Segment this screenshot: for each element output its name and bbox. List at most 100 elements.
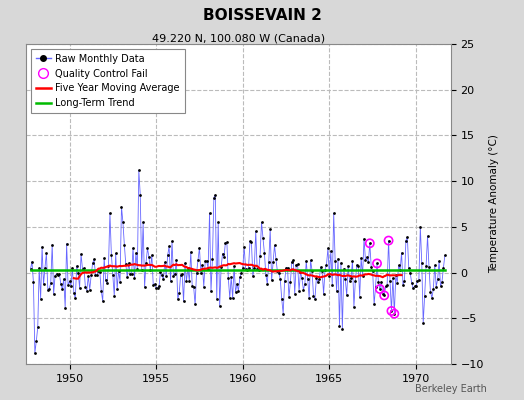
- Point: [202, 258, 211, 264]
- Point: [45, 286, 53, 292]
- Point: [112, 250, 120, 257]
- Point: [127, 271, 136, 277]
- Point: [267, 277, 276, 284]
- Point: [247, 239, 256, 246]
- Point: [374, 279, 383, 286]
- Point: [240, 244, 248, 250]
- Point: [318, 268, 326, 274]
- Point: [285, 294, 293, 300]
- Point: [236, 274, 244, 281]
- Point: [309, 292, 318, 299]
- Point: [175, 290, 183, 296]
- Point: [368, 268, 377, 275]
- Point: [165, 243, 173, 250]
- Point: [173, 296, 182, 302]
- Point: [311, 296, 319, 302]
- Point: [305, 295, 313, 301]
- Point: [211, 192, 220, 198]
- Point: [432, 283, 440, 290]
- Point: [299, 287, 308, 293]
- Point: [366, 240, 374, 246]
- Point: [325, 273, 334, 279]
- Point: [70, 290, 78, 296]
- Point: [125, 260, 133, 266]
- Point: [314, 279, 322, 285]
- Point: [160, 259, 169, 266]
- Point: [410, 283, 419, 290]
- Point: [224, 275, 233, 282]
- Point: [143, 245, 151, 252]
- Text: BOISSEVAIN 2: BOISSEVAIN 2: [203, 8, 321, 23]
- Point: [167, 278, 175, 284]
- Point: [376, 286, 384, 292]
- Point: [84, 273, 92, 279]
- Point: [400, 278, 409, 284]
- Point: [81, 284, 90, 290]
- Point: [133, 266, 141, 273]
- Point: [413, 278, 422, 284]
- Point: [208, 256, 216, 263]
- Point: [408, 279, 416, 286]
- Point: [275, 270, 283, 276]
- Point: [331, 258, 340, 264]
- Point: [237, 270, 246, 276]
- Point: [184, 265, 192, 271]
- Point: [376, 286, 384, 292]
- Point: [373, 260, 381, 267]
- Point: [324, 245, 332, 252]
- Point: [51, 272, 59, 279]
- Point: [395, 262, 403, 268]
- Point: [77, 251, 85, 257]
- Point: [178, 271, 187, 277]
- Point: [303, 276, 312, 282]
- Point: [266, 226, 275, 233]
- Point: [225, 295, 234, 301]
- Point: [169, 273, 178, 279]
- Point: [219, 250, 227, 257]
- Point: [132, 250, 140, 256]
- Point: [385, 237, 393, 244]
- Point: [159, 276, 168, 282]
- Point: [383, 282, 391, 289]
- Point: [354, 262, 363, 269]
- Point: [418, 260, 426, 266]
- Point: [391, 272, 400, 278]
- Point: [49, 290, 58, 297]
- Point: [244, 264, 253, 271]
- Point: [250, 264, 258, 271]
- Point: [414, 276, 423, 283]
- Point: [298, 275, 306, 282]
- Point: [326, 248, 335, 254]
- Point: [182, 278, 191, 284]
- Point: [97, 288, 105, 294]
- Point: [158, 272, 166, 278]
- Point: [301, 281, 309, 287]
- Point: [100, 255, 108, 261]
- Point: [214, 219, 222, 226]
- Point: [409, 285, 417, 291]
- Point: [93, 272, 101, 278]
- Point: [223, 239, 231, 245]
- Point: [213, 295, 221, 302]
- Point: [108, 272, 117, 278]
- Point: [116, 278, 124, 285]
- Point: [308, 268, 316, 274]
- Point: [228, 295, 237, 302]
- Point: [35, 265, 43, 271]
- Point: [343, 292, 351, 299]
- Point: [31, 350, 39, 356]
- Point: [429, 286, 438, 292]
- Point: [355, 294, 364, 300]
- Point: [37, 295, 45, 302]
- Point: [330, 210, 338, 216]
- Point: [194, 257, 202, 263]
- Point: [366, 240, 374, 246]
- Point: [163, 252, 172, 258]
- Point: [54, 272, 62, 278]
- Point: [360, 236, 368, 242]
- Point: [351, 278, 359, 284]
- Point: [110, 292, 118, 299]
- Point: [315, 276, 323, 282]
- Point: [372, 283, 380, 290]
- Point: [113, 286, 122, 292]
